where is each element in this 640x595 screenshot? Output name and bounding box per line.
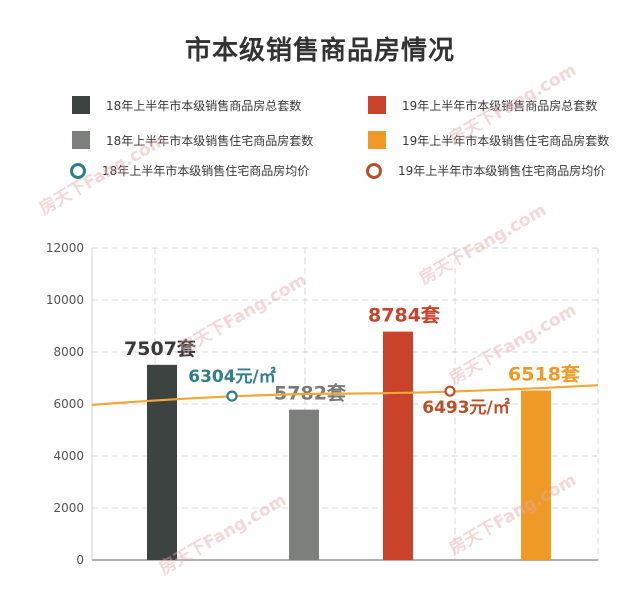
y-tick-label: 4000 <box>53 449 84 463</box>
bar-value-label: 7507套 <box>124 337 197 360</box>
bar <box>521 390 551 560</box>
legend-ring-icon <box>366 162 382 179</box>
legend-ring-icon <box>70 162 86 179</box>
y-tick-label: 0 <box>76 553 84 567</box>
legend-item: 19年上半年市本级销售住宅商品房套数 <box>368 131 609 149</box>
bar <box>383 331 413 560</box>
price-point <box>226 390 238 402</box>
legend-item: 18年上半年市本级销售商品房总套数 <box>72 96 301 114</box>
legend-label: 19年上半年市本级销售商品房总套数 <box>402 98 598 113</box>
legend-item: 19年上半年市本级销售商品房总套数 <box>368 96 597 114</box>
legend-label: 19年上半年市本级销售住宅商品房套数 <box>402 133 610 148</box>
price-point <box>444 385 456 397</box>
legend-label: 19年上半年市本级销售住宅商品房均价 <box>398 164 606 178</box>
price-label: 6304元/㎡ <box>188 366 276 387</box>
price-label: 6493元/㎡ <box>422 397 510 418</box>
y-tick-label: 8000 <box>53 345 84 359</box>
legend-label: 18年上半年市本级销售商品房总套数 <box>106 98 302 113</box>
bar <box>147 364 177 560</box>
legend-swatch <box>368 96 386 114</box>
bar-value-label: 8784套 <box>368 304 441 327</box>
legend-swatch <box>368 131 386 149</box>
y-tick-label: 2000 <box>53 501 84 515</box>
legend-item: 18年上半年市本级销售住宅商品房套数 <box>72 131 313 149</box>
y-tick-label: 12000 <box>46 241 84 255</box>
legend-label: 18年上半年市本级销售住宅商品房套数 <box>106 133 314 148</box>
bar <box>289 409 319 560</box>
legend-item: 19年上半年市本级销售住宅商品房均价 <box>366 162 606 179</box>
legend-swatch <box>72 96 90 114</box>
price-trend-line <box>91 384 599 407</box>
chart-title: 市本级销售商品房情况 <box>184 36 455 66</box>
legend-item: 18年上半年市本级销售住宅商品房均价 <box>70 162 310 179</box>
y-tick-label: 6000 <box>53 397 84 411</box>
bar-value-label: 6518套 <box>508 363 581 386</box>
legend-swatch <box>72 131 90 149</box>
y-tick-label: 10000 <box>46 293 84 307</box>
legend-label: 18年上半年市本级销售住宅商品房均价 <box>102 164 310 178</box>
